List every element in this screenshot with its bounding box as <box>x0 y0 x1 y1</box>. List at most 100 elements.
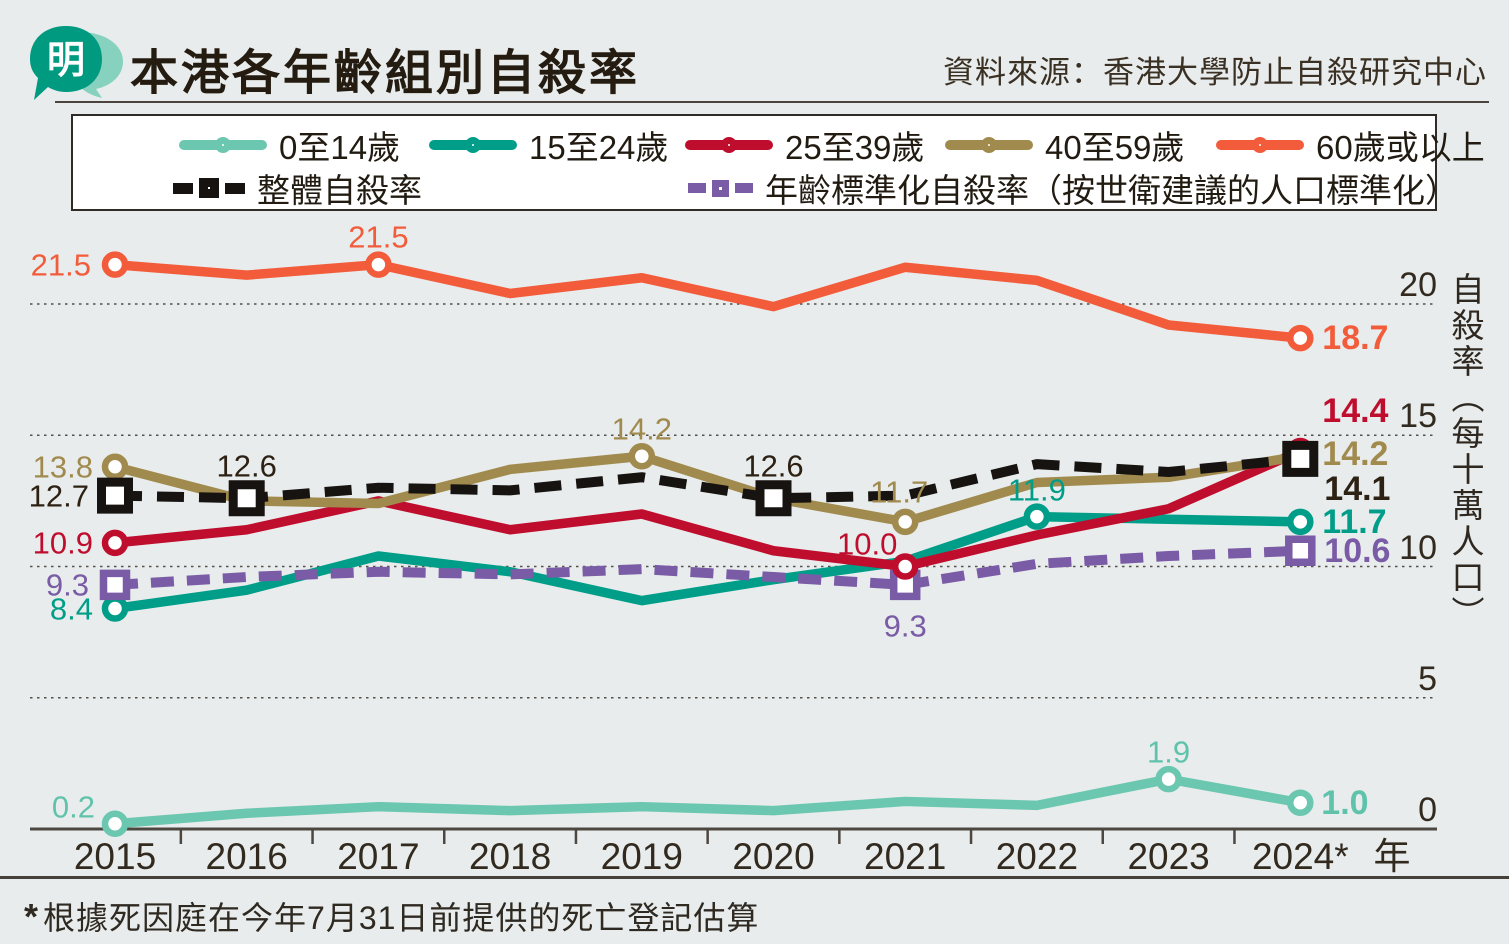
legend-label: 25至39歲 <box>785 129 925 166</box>
x-tick-label: 2024* <box>1251 836 1349 877</box>
legend-label: 60歲或以上 <box>1316 129 1485 166</box>
line-sample-icon <box>179 137 267 153</box>
data-source: 資料來源：香港大學防止自殺研究中心 <box>943 55 1487 90</box>
overall-line <box>114 453 1301 504</box>
age-40-59-data-label: 14.2 <box>1322 435 1389 474</box>
y-tick-label: 15 <box>1399 397 1437 436</box>
legend-label: 年齡標準化自殺率（按世衛建議的人口標準化） <box>765 172 1458 209</box>
legend-label: 0至14歲 <box>279 129 401 166</box>
x-tick-label: 2021 <box>864 836 947 877</box>
x-tick-label: 2017 <box>337 836 420 877</box>
age-0-14-data-label: 1.0 <box>1321 783 1369 822</box>
age-15-24-data-label: 11.7 <box>1322 502 1387 541</box>
y-tick-label: 5 <box>1418 659 1437 698</box>
age-40-59-data-label: 11.7 <box>870 474 929 510</box>
age-0-14-marker <box>1155 765 1182 793</box>
line-sample-icon <box>945 137 1033 153</box>
overall-marker <box>755 480 792 517</box>
footnote-asterisk: * <box>24 896 40 937</box>
y-tick-label: 10 <box>1399 528 1437 567</box>
x-tick-label: 2015 <box>73 836 157 877</box>
age-25-39-data-label: 10.9 <box>32 525 93 561</box>
x-tick-label: 2020 <box>732 836 815 877</box>
legend: 0至14歲 15至24歲 25至39歲 40至59歲 60歲或以上 整體自殺率 … <box>71 114 1485 211</box>
age-25-39-data-label: 10.0 <box>837 526 898 561</box>
age-0-14-data-label: 1.9 <box>1147 734 1191 770</box>
legend-item-overall: 整體自殺率 <box>173 168 422 209</box>
logo-bubble-shape <box>30 26 102 100</box>
line-sample-icon <box>429 137 517 153</box>
age-60-plus-marker <box>1287 324 1314 352</box>
footer-divider <box>0 876 1509 879</box>
age-15-24-marker <box>101 595 129 622</box>
logo-glyph: 明 <box>47 40 85 82</box>
age-25-39-marker <box>891 553 919 580</box>
legend-label: 整體自殺率 <box>257 172 422 209</box>
square-marker-icon <box>199 178 219 198</box>
age-standardized-line <box>114 545 1301 590</box>
age-25-39-line <box>114 446 1303 572</box>
legend-label: 15至24歲 <box>529 129 669 166</box>
legend-item-age-15-24: 15至24歲 <box>429 125 668 166</box>
age-standardized-data-label: 9.3 <box>45 567 89 603</box>
overall-data-label: 12.6 <box>743 448 804 484</box>
overall-marker <box>1282 440 1319 477</box>
square-marker-icon <box>712 179 729 197</box>
age-40-59-data-label: 14.2 <box>611 411 672 447</box>
legend-item-age-standardized: 年齡標準化自殺率（按世衛建議的人口標準化） <box>688 168 1458 209</box>
footnote: * 根據死因庭在今年7月31日前提供的死亡登記估算 <box>24 893 759 939</box>
age-15-24-marker <box>1287 508 1314 536</box>
overall-data-label: 12.6 <box>216 448 277 484</box>
age-0-14-line <box>114 774 1302 829</box>
age-25-39-data-label: 14.4 <box>1322 392 1389 430</box>
line-sample-icon <box>1216 137 1304 153</box>
age-15-24-marker <box>1023 503 1051 530</box>
age-15-24-data-label: 8.4 <box>49 591 93 626</box>
x-tick-label: 2023 <box>1127 836 1210 877</box>
overall-data-label: 14.1 <box>1324 469 1391 508</box>
header: 明 本港各年齡組別自殺率 資料來源：香港大學防止自殺研究中心 <box>0 0 1509 103</box>
age-60-plus-data-label: 21.5 <box>348 219 409 255</box>
x-tick-label: 2019 <box>600 836 683 877</box>
age-40-59-line <box>113 451 1302 527</box>
age-60-plus-marker <box>101 251 129 278</box>
age-standardized-marker <box>99 569 131 601</box>
age-25-39-marker <box>101 529 129 557</box>
age-40-59-data-label: 13.8 <box>32 449 93 485</box>
y-tick-label: 20 <box>1399 266 1437 304</box>
age-60-plus-data-label: 18.7 <box>1322 319 1389 358</box>
overall-marker <box>97 477 133 514</box>
mingpao-logo: 明 <box>30 26 124 100</box>
age-standardized-data-label: 10.6 <box>1324 531 1391 570</box>
age-60-plus-line <box>114 259 1301 343</box>
overall-data-label: 12.7 <box>28 478 89 514</box>
legend-label: 40至59歲 <box>1045 129 1185 166</box>
line-sample-icon <box>685 137 773 153</box>
dash-sample-icon <box>173 182 193 194</box>
age-standardized-marker <box>1285 535 1316 566</box>
bottom-strip <box>0 944 1509 952</box>
dash-sample-icon <box>688 183 706 193</box>
age-60-plus-marker <box>365 251 392 278</box>
age-60-plus-data-label: 21.5 <box>30 247 91 283</box>
x-tick-label: 2018 <box>468 836 552 877</box>
dash-sample-icon <box>225 182 245 194</box>
legend-item-age-40-59: 40至59歲 <box>945 125 1184 166</box>
header-divider <box>55 101 1489 103</box>
page-title: 本港各年齡組別自殺率 <box>130 47 641 100</box>
legend-item-age-25-39: 25至39歲 <box>685 125 924 166</box>
dash-sample-icon <box>735 183 753 193</box>
age-0-14-data-label: 0.2 <box>51 789 95 825</box>
age-40-59-marker <box>101 453 129 480</box>
y-axis-title: 自殺率（每十萬人口） <box>1447 272 1484 632</box>
age-0-14-marker <box>101 810 129 837</box>
x-tick-label: 2022 <box>995 836 1079 877</box>
age-15-24-data-label: 11.9 <box>1007 472 1066 508</box>
overall-marker <box>228 480 265 517</box>
age-40-59-marker <box>628 443 656 470</box>
legend-item-age-60-plus: 60歲或以上 <box>1216 125 1485 166</box>
age-40-59-marker <box>891 508 919 536</box>
age-standardized-data-label: 9.3 <box>883 608 927 644</box>
y-tick-label: 0 <box>1418 791 1437 829</box>
